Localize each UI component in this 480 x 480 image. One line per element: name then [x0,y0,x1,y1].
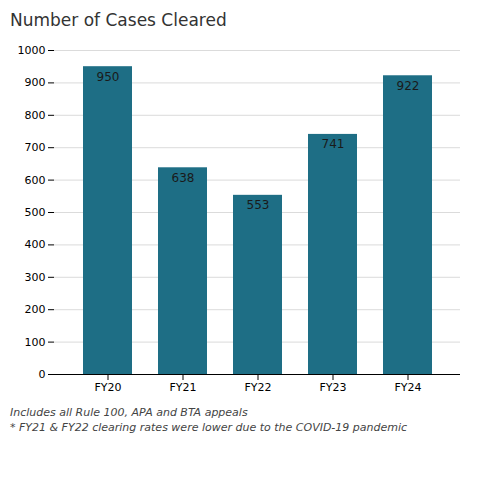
svg-text:1000: 1000 [18,44,46,57]
html-text:Number of Cases Cleared: Number of Cases Cleared [10,10,227,30]
svg-text:950: 950 [97,70,120,84]
svg-text:0: 0 [39,368,46,381]
svg-text:FY20: FY20 [94,381,121,394]
svg-text:FY21: FY21 [169,381,196,394]
svg-text:500: 500 [25,206,46,219]
svg-text:741: 741 [322,137,345,151]
svg-text:800: 800 [25,109,46,122]
svg-text:553: 553 [247,198,270,212]
svg-text:400: 400 [25,238,46,251]
svg-text:700: 700 [25,141,46,154]
svg-text:200: 200 [25,303,46,316]
html-text:* FY21 & FY22 clearing rates w: * FY21 & FY22 clearing rates were lower … [10,421,408,434]
html-text:Includes all Rule 100, APA and: Includes all Rule 100, APA and BTA appea… [10,406,248,419]
svg-text:100: 100 [25,336,46,349]
svg-text:FY22: FY22 [244,381,271,394]
svg-text:638: 638 [172,171,195,185]
svg-text:FY23: FY23 [319,381,346,394]
svg-text:600: 600 [25,174,46,187]
svg-text:922: 922 [397,79,420,93]
svg-text:FY24: FY24 [394,381,421,394]
svg-text:300: 300 [25,271,46,284]
svg-text:900: 900 [25,76,46,89]
